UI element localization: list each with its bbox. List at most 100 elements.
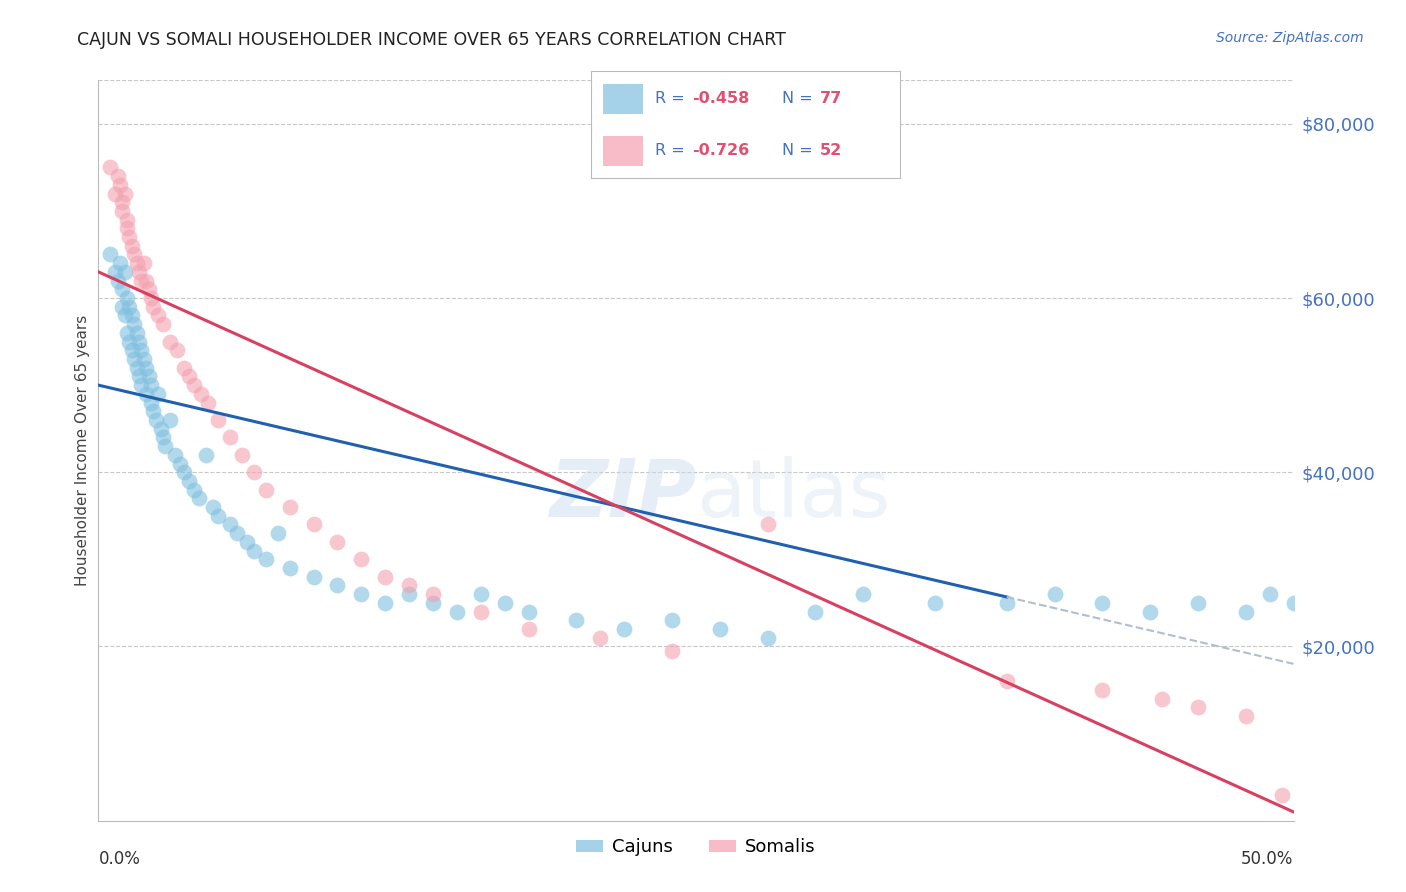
Point [1234, 605, 1257, 619]
Point [159, 334, 181, 349]
Point [254, 552, 277, 566]
Point [302, 570, 325, 584]
Bar [603, 136, 643, 166]
Point [142, 404, 165, 418]
Point [267, 526, 290, 541]
Point [374, 570, 396, 584]
Point [138, 369, 160, 384]
Point [422, 596, 444, 610]
Text: atlas: atlas [696, 456, 890, 534]
Point [159, 413, 181, 427]
Point [565, 613, 588, 627]
Point [1091, 683, 1114, 698]
Point [190, 387, 212, 401]
Point [139, 378, 162, 392]
Text: 0.0%: 0.0% [98, 850, 141, 868]
Point [1282, 596, 1305, 610]
Point [1187, 700, 1209, 714]
Text: N =: N = [782, 143, 818, 158]
Point [173, 465, 195, 479]
Bar [603, 84, 643, 114]
Text: R =: R = [655, 91, 690, 106]
Point [138, 282, 160, 296]
Point [709, 622, 731, 636]
Point [195, 448, 218, 462]
Point [135, 274, 157, 288]
Point [398, 587, 420, 601]
Point [166, 343, 188, 358]
Point [219, 430, 242, 444]
Point [111, 195, 134, 210]
Point [131, 343, 153, 358]
Point [118, 300, 141, 314]
Point [121, 309, 143, 323]
Point [121, 343, 143, 358]
Point [197, 395, 219, 409]
Point [1152, 691, 1174, 706]
Point [661, 644, 683, 658]
Point [132, 256, 155, 270]
Point [148, 309, 170, 323]
Point [114, 265, 136, 279]
Point [179, 474, 201, 488]
Point [1234, 709, 1257, 723]
Text: 52: 52 [820, 143, 842, 158]
Point [128, 369, 150, 384]
Point [278, 500, 301, 514]
Point [350, 587, 373, 601]
Point [98, 247, 122, 261]
Point [804, 605, 827, 619]
Point [111, 203, 134, 218]
Point [231, 448, 253, 462]
Point [131, 378, 153, 392]
Point [173, 360, 195, 375]
Point [422, 587, 444, 601]
Point [169, 457, 191, 471]
Point [98, 161, 122, 175]
Text: -0.726: -0.726 [693, 143, 749, 158]
Point [1187, 596, 1209, 610]
Point [470, 605, 492, 619]
Point [104, 265, 127, 279]
Point [128, 265, 150, 279]
Point [128, 334, 150, 349]
Point [326, 578, 349, 592]
Point [852, 587, 875, 601]
Point [1271, 788, 1294, 802]
Point [254, 483, 277, 497]
Point [589, 631, 612, 645]
Point [1091, 596, 1114, 610]
Text: Source: ZipAtlas.com: Source: ZipAtlas.com [1216, 31, 1364, 45]
Point [121, 239, 143, 253]
Point [470, 587, 492, 601]
Point [142, 300, 165, 314]
Text: 50.0%: 50.0% [1241, 850, 1294, 868]
Point [1043, 587, 1066, 601]
Legend: Cajuns, Somalis: Cajuns, Somalis [569, 831, 823, 863]
Point [155, 439, 177, 453]
Point [243, 465, 266, 479]
Point [115, 326, 138, 340]
Point [114, 186, 136, 201]
Point [125, 326, 148, 340]
Point [1258, 587, 1281, 601]
Y-axis label: Householder Income Over 65 years: Householder Income Over 65 years [75, 315, 90, 586]
Point [107, 169, 129, 183]
Point [104, 186, 127, 201]
Point [187, 491, 209, 506]
Point [350, 552, 373, 566]
Point [115, 212, 138, 227]
Point [125, 256, 148, 270]
Point [226, 526, 249, 541]
Point [115, 221, 138, 235]
Point [152, 317, 174, 331]
Text: CAJUN VS SOMALI HOUSEHOLDER INCOME OVER 65 YEARS CORRELATION CHART: CAJUN VS SOMALI HOUSEHOLDER INCOME OVER … [77, 31, 786, 49]
Point [207, 413, 229, 427]
Point [118, 334, 141, 349]
Point [243, 543, 266, 558]
Point [124, 351, 146, 366]
Point [756, 517, 779, 532]
Point [235, 535, 257, 549]
Point [302, 517, 325, 532]
Point [517, 622, 540, 636]
